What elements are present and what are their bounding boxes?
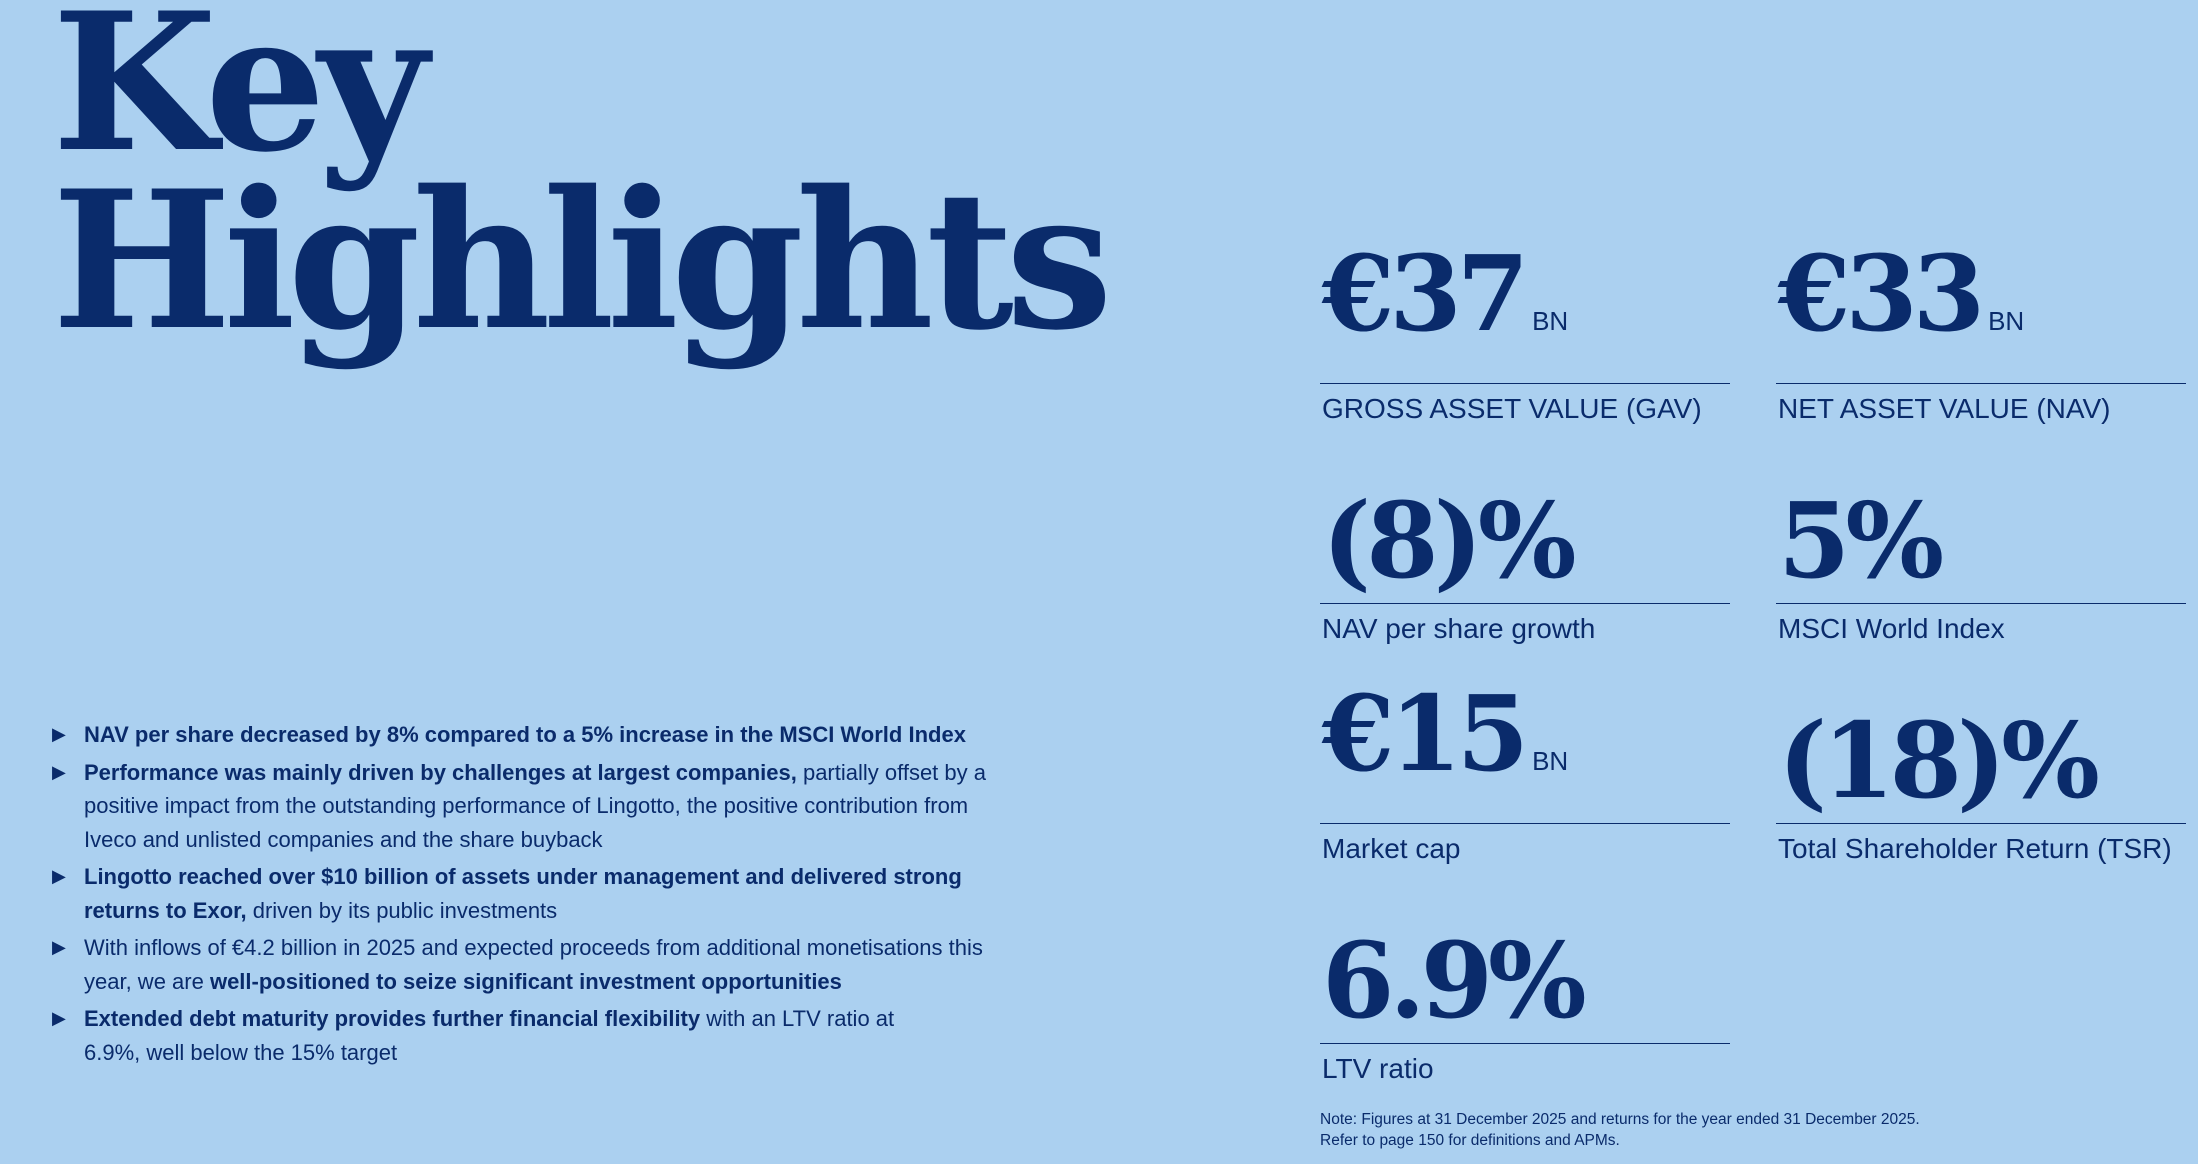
metric-nav: €33 BN NET ASSET VALUE (NAV): [1776, 242, 2186, 424]
metric-label: NET ASSET VALUE (NAV): [1778, 393, 2111, 424]
footnote-line-1: Note: Figures at 31 December 2025 and re…: [1320, 1111, 1920, 1128]
metric-unit: BN: [1532, 306, 1569, 336]
metric-unit: BN: [1532, 746, 1569, 776]
bullet-arrow-icon: ▶: [52, 937, 66, 957]
highlight-text: with an LTV ratio at 6.9%, well below th…: [84, 1006, 895, 1065]
highlight-item: ▶ Performance was mainly driven by chall…: [52, 756, 1014, 857]
metric-msci-world-index: 5% MSCI World Index: [1776, 485, 2186, 644]
metric-value: €33: [1778, 232, 1985, 355]
metric-unit: BN: [1988, 306, 2025, 336]
metric-gav: €37 BN GROSS ASSET VALUE (GAV): [1320, 242, 1730, 424]
highlight-bold-text: NAV per share decreased by 8% compared t…: [84, 722, 966, 747]
highlight-bold-text: Performance was mainly driven by challen…: [84, 759, 797, 785]
bullet-arrow-icon: ▶: [52, 866, 66, 886]
metric-label: GROSS ASSET VALUE (GAV): [1322, 393, 1702, 424]
title-line-2: Highlights: [52, 149, 1113, 372]
highlight-text: driven by its public investments: [246, 897, 558, 923]
page-title: Key Highlights: [52, 0, 1113, 372]
footnote: Note: Figures at 31 December 2025 and re…: [1320, 1109, 1920, 1151]
highlight-bold-text: Extended debt maturity provides further …: [84, 1006, 701, 1031]
metric-label: LTV ratio: [1322, 1053, 1434, 1084]
highlight-text: partially offset by a positive impact fr…: [84, 759, 986, 852]
metric-market-cap: €15 BN Market cap: [1320, 682, 1730, 864]
highlight-item: ▶ Extended debt maturity provides furthe…: [52, 1002, 944, 1069]
metric-value: (18)%: [1778, 699, 2100, 822]
highlight-text: With inflows of €4.2 billion in 2025 and…: [84, 935, 983, 994]
bullet-arrow-icon: ▶: [52, 1008, 66, 1028]
highlight-bold-text: Lingotto reached over $10 billion of ass…: [84, 864, 962, 923]
highlight-item: ▶ Lingotto reached over $10 billion of a…: [52, 860, 1014, 927]
highlight-bold-text: well-positioned to seize significant inv…: [209, 968, 842, 994]
footnote-line-2: Refer to page 150 for definitions and AP…: [1320, 1132, 1620, 1149]
metric-label: Market cap: [1322, 833, 1461, 864]
bullet-arrow-icon: ▶: [52, 724, 66, 744]
metric-value: 6.9%: [1322, 919, 1587, 1042]
metric-ltv-ratio: 6.9% LTV ratio: [1320, 925, 1730, 1084]
metric-nav-per-share-growth: (8)% NAV per share growth: [1320, 485, 1730, 644]
metric-label: NAV per share growth: [1322, 613, 1596, 644]
metric-value: 5%: [1778, 479, 1944, 602]
metric-value: €15: [1322, 672, 1529, 795]
bullet-arrow-icon: ▶: [52, 761, 66, 782]
metric-tsr: (18)% Total Shareholder Return (TSR): [1776, 705, 2186, 864]
highlight-item: ▶ With inflows of €4.2 billion in 2025 a…: [52, 931, 1014, 998]
highlight-item: ▶ NAV per share decreased by 8% compared…: [52, 718, 1044, 752]
metric-value: €37: [1322, 232, 1529, 355]
title-line-1: Key: [52, 0, 428, 194]
metric-label: Total Shareholder Return (TSR): [1778, 833, 2172, 864]
metric-label: MSCI World Index: [1778, 613, 2005, 644]
metric-value: (8)%: [1322, 479, 1577, 602]
highlights-list: ▶ NAV per share decreased by 8% compared…: [52, 718, 1012, 1073]
